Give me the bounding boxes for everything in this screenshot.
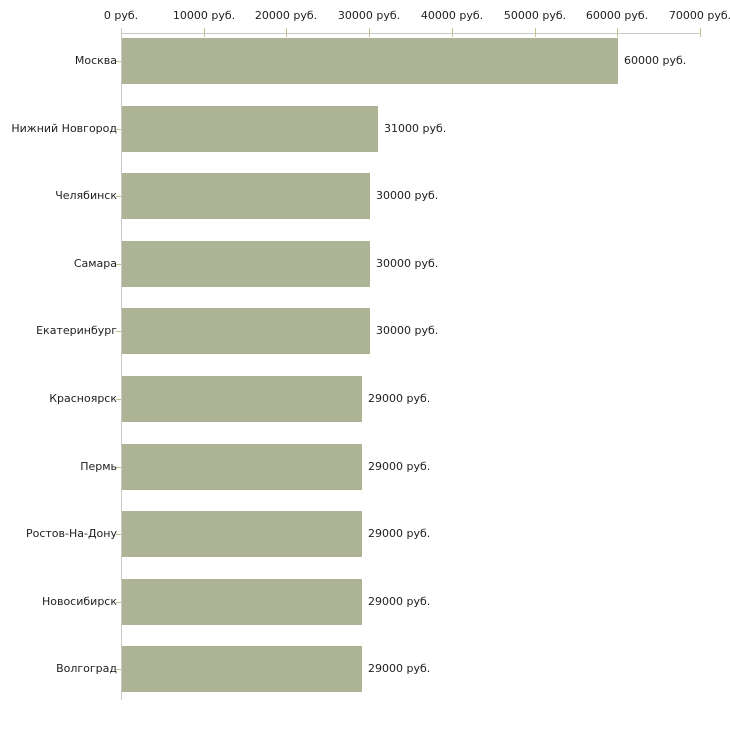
bar-value-label: 29000 руб. (368, 595, 431, 608)
bar (122, 106, 378, 152)
x-axis-tick-label: 30000 руб. (337, 9, 401, 22)
category-label: Челябинск (55, 189, 117, 202)
bar (122, 173, 370, 219)
bar-value-label: 60000 руб. (624, 54, 687, 67)
x-axis-tick-mark (617, 28, 618, 37)
x-axis-tick-mark (121, 28, 122, 37)
bar-value-label: 29000 руб. (368, 527, 431, 540)
y-axis-tick-mark (116, 534, 121, 535)
y-axis-tick-mark (116, 602, 121, 603)
bar-value-label: 29000 руб. (368, 662, 431, 675)
category-label: Нижний Новгород (11, 122, 117, 135)
bar-value-label: 30000 руб. (376, 324, 439, 337)
x-axis-tick-mark (700, 28, 701, 37)
bar-value-label: 30000 руб. (376, 189, 439, 202)
x-axis-tick-label: 20000 руб. (254, 9, 318, 22)
bar (122, 308, 370, 354)
bar (122, 38, 618, 84)
category-label: Екатеринбург (36, 324, 117, 337)
category-label: Волгоград (56, 662, 117, 675)
bar-value-label: 29000 руб. (368, 460, 431, 473)
bar (122, 579, 362, 625)
x-axis-tick-mark (369, 28, 370, 37)
x-axis-tick-label: 70000 руб. (668, 9, 730, 22)
x-axis-tick-mark (204, 28, 205, 37)
bar (122, 511, 362, 557)
bar (122, 444, 362, 490)
bar (122, 241, 370, 287)
x-axis-tick-mark (535, 28, 536, 37)
category-label: Новосибирск (41, 595, 117, 608)
x-axis-tick-mark (286, 28, 287, 37)
bar-value-label: 30000 руб. (376, 257, 439, 270)
x-axis-tick-label: 40000 руб. (420, 9, 484, 22)
x-axis-tick-label: 0 руб. (103, 9, 139, 22)
y-axis-tick-mark (116, 61, 121, 62)
x-axis-tick-label: 60000 руб. (585, 9, 649, 22)
x-axis-tick-mark (452, 28, 453, 37)
bar (122, 376, 362, 422)
category-label: Москва (74, 54, 117, 67)
category-label: Красноярск (49, 392, 117, 405)
x-axis-tick-label: 10000 руб. (172, 9, 236, 22)
bar (122, 646, 362, 692)
y-axis-tick-mark (116, 264, 121, 265)
category-label: Ростов-На-Дону (25, 527, 117, 540)
y-axis-tick-mark (116, 669, 121, 670)
bar-value-label: 29000 руб. (368, 392, 431, 405)
y-axis-line (121, 33, 122, 700)
y-axis-tick-mark (116, 331, 121, 332)
y-axis-tick-mark (116, 129, 121, 130)
x-axis-tick-label: 50000 руб. (503, 9, 567, 22)
y-axis-tick-mark (116, 467, 121, 468)
y-axis-tick-mark (116, 196, 121, 197)
x-axis-line (121, 33, 701, 34)
category-label: Пермь (80, 460, 117, 473)
category-label: Самара (73, 257, 117, 270)
y-axis-tick-mark (116, 399, 121, 400)
bar-value-label: 31000 руб. (384, 122, 447, 135)
